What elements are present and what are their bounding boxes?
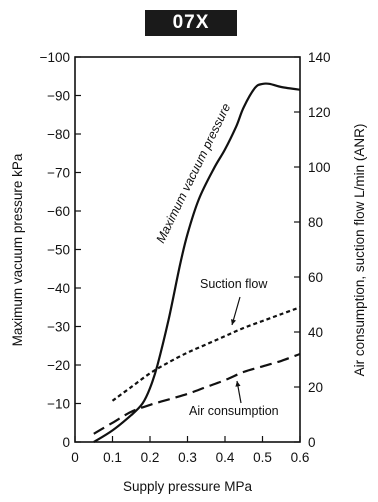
x-axis-title: Supply pressure MPa [123,479,253,494]
left-y-tick-label: −90 [47,89,70,104]
right-y-tick-label: 100 [308,160,331,175]
right-y-axis-title: Air consumption, suction flow L/min (ANR… [352,124,367,377]
plot-frame [74,56,301,443]
left-y-axis-title: Maximum vacuum pressure kPa [10,153,25,346]
air-consumption-annotation: Air consumption [189,404,279,418]
left-y-tick-label: −80 [47,127,70,142]
right-y-tick-label: 120 [308,105,331,120]
right-y-tick-label: 140 [308,50,331,65]
x-tick-label: 0.2 [141,450,160,465]
left-y-tick-label: −50 [47,243,70,258]
vacuum-pressure-annotation: Maximum vacuum pressure [153,101,233,245]
right-y-tick-label: 80 [308,215,323,230]
left-y-tick-label: −100 [40,50,70,65]
left-y-tick-label: −40 [47,281,70,296]
left-y-tick-label: −60 [47,204,70,219]
right-y-tick-label: 0 [308,435,316,450]
right-y-tick-label: 20 [308,380,323,395]
left-y-tick-label: −70 [47,166,70,181]
right-y-tick-label: 40 [308,325,323,340]
air-consumption-line [93,352,301,435]
suction-flow-arrow-head [230,319,236,325]
right-y-tick-label: 60 [308,270,323,285]
x-tick-label: 0.4 [216,450,235,465]
air-consumption-arrow-head [235,381,241,387]
chart-title-badge: 07X [145,10,237,36]
left-y-tick-label: −20 [47,358,70,373]
x-tick-label: 0.5 [253,450,272,465]
suction-flow-annotation: Suction flow [200,277,268,291]
vacuum-pressure-line [93,82,301,443]
x-tick-label: 0.3 [178,450,197,465]
x-tick-label: 0.6 [291,450,310,465]
suction-flow-line [111,306,301,402]
x-tick-label: 0 [71,450,79,465]
left-y-tick-label: −10 [47,397,70,412]
x-tick-label: 0.1 [103,450,122,465]
left-y-tick-label: 0 [62,435,70,450]
left-y-tick-label: −30 [47,320,70,335]
